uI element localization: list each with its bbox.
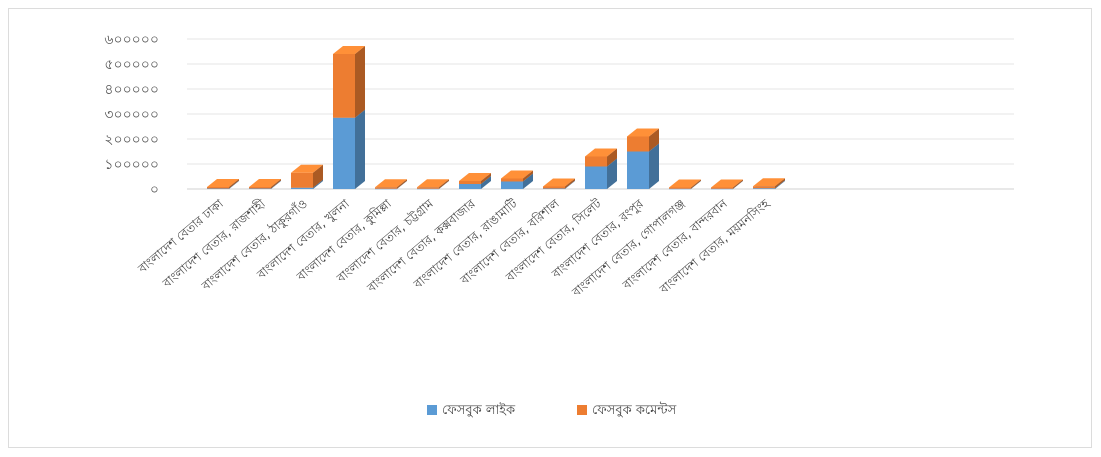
x-axis-categories: বাংলাদেশ বেতার ঢাকাবাংলাদেশ বেতার, রাজশা…	[135, 196, 773, 300]
bar-segment-comments	[627, 128, 659, 152]
chart-frame: ৬০০০০০ ৫০০০০০ ৪০০০০০ ৩০০০০০ ২০০০০০ ১০০০০০ ০ বা…	[8, 8, 1092, 448]
y-tick-label: ২০০০০০	[104, 132, 159, 148]
y-tick-label: ৪০০০০০	[104, 82, 159, 98]
legend-swatch	[577, 405, 587, 415]
bar-segment-comments	[669, 179, 701, 189]
bar-segment-comments	[375, 179, 407, 189]
legend-label: ফেসবুক লাইক	[442, 402, 516, 418]
bar-segment-comments	[711, 179, 743, 189]
y-tick-label: ০	[150, 182, 159, 198]
stacked-bar-chart: ৬০০০০০ ৫০০০০০ ৪০০০০০ ৩০০০০০ ২০০০০০ ১০০০০০ ০ বা…	[104, 32, 1014, 418]
bar-segment-comments	[291, 164, 323, 188]
bar-segment-comments	[207, 179, 239, 189]
bar-segment-comments	[333, 46, 365, 118]
bar-segment-comments	[417, 179, 449, 189]
bar-segment-comments	[753, 178, 785, 189]
legend-swatch	[427, 405, 437, 415]
bar-segment-comments	[249, 179, 281, 189]
legend-item: ফেসবুক কমেন্টস	[577, 402, 677, 418]
bar-segment-comments	[543, 178, 575, 189]
bar-segment-comments	[585, 148, 617, 167]
bars	[207, 46, 785, 190]
y-axis-ticks: ৬০০০০০ ৫০০০০০ ৪০০০০০ ৩০০০০০ ২০০০০০ ১০০০০০ ০	[104, 32, 159, 198]
legend: ফেসবুক লাইক ফেসবুক কমেন্টস	[427, 402, 677, 418]
y-tick-label: ১০০০০০	[104, 157, 159, 173]
legend-item: ফেসবুক লাইক	[427, 402, 516, 418]
legend-label: ফেসবুক কমেন্টস	[592, 402, 677, 418]
y-tick-label: ৩০০০০০	[104, 107, 159, 123]
bar-segment-comments	[459, 173, 491, 184]
bar-segment-comments	[501, 170, 533, 182]
y-tick-label: ৫০০০০০	[104, 57, 159, 73]
bar-segment-likes	[333, 109, 365, 189]
y-tick-label: ৬০০০০০	[104, 32, 159, 48]
